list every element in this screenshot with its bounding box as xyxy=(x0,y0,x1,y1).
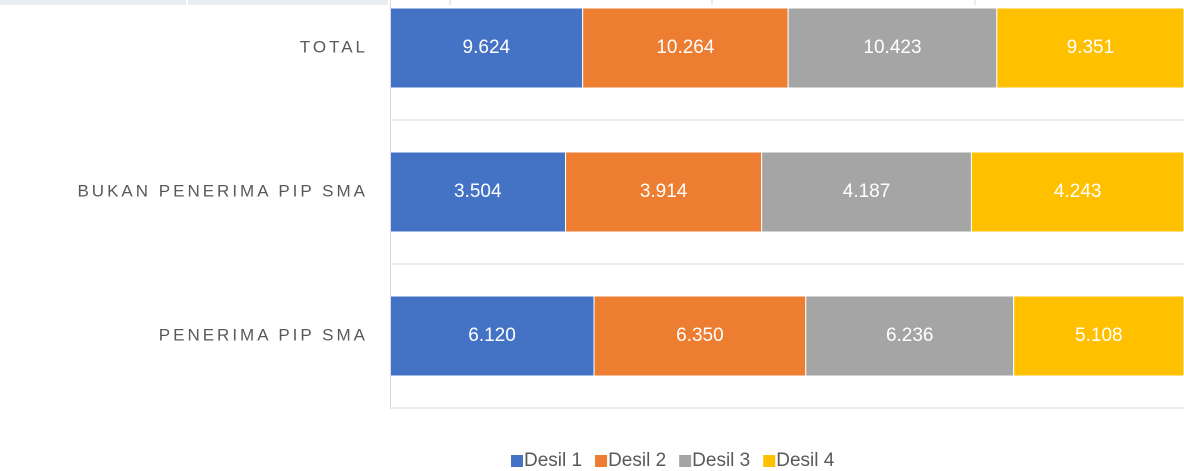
category-label: BUKAN PENERIMA PIP SMA xyxy=(77,181,368,200)
legend-label: Desil 3 xyxy=(692,450,750,471)
bar-segment xyxy=(389,295,595,377)
bar-segment xyxy=(761,151,972,233)
value-label: 6.236 xyxy=(886,325,934,346)
value-label: 9.351 xyxy=(1067,37,1115,58)
legend-label: Desil 2 xyxy=(608,450,666,471)
bar-segment xyxy=(582,7,789,89)
value-label: 10.423 xyxy=(863,37,921,58)
legend-label: Desil 4 xyxy=(776,450,835,471)
category-label: TOTAL xyxy=(300,37,368,56)
bar-segment xyxy=(593,295,807,377)
legend-swatch xyxy=(679,455,692,467)
value-label: 4.187 xyxy=(843,181,891,202)
value-label: 4.243 xyxy=(1054,181,1102,202)
value-label: 6.120 xyxy=(468,325,516,346)
value-label: 3.914 xyxy=(640,181,688,202)
value-label: 3.504 xyxy=(454,181,502,202)
value-label: 6.350 xyxy=(676,325,724,346)
bar-segment xyxy=(1013,295,1184,377)
bar-segment xyxy=(970,151,1184,233)
bar-segment xyxy=(996,7,1184,89)
header-strip xyxy=(188,0,388,5)
legend-label: Desil 1 xyxy=(524,450,582,471)
bar-segment xyxy=(787,7,998,89)
legend-swatch xyxy=(511,455,523,467)
bar-segment xyxy=(389,7,584,89)
legend-swatch xyxy=(763,455,776,467)
bar-segment xyxy=(565,151,763,233)
category-label: PENERIMA PIP SMA xyxy=(159,325,368,344)
legend-swatch xyxy=(595,455,608,467)
bar-segment xyxy=(805,295,1015,377)
value-label: 5.108 xyxy=(1075,325,1123,346)
bar-segment xyxy=(389,151,567,233)
value-label: 10.264 xyxy=(656,37,715,58)
header-strip xyxy=(0,0,186,5)
value-label: 9.624 xyxy=(463,37,511,58)
